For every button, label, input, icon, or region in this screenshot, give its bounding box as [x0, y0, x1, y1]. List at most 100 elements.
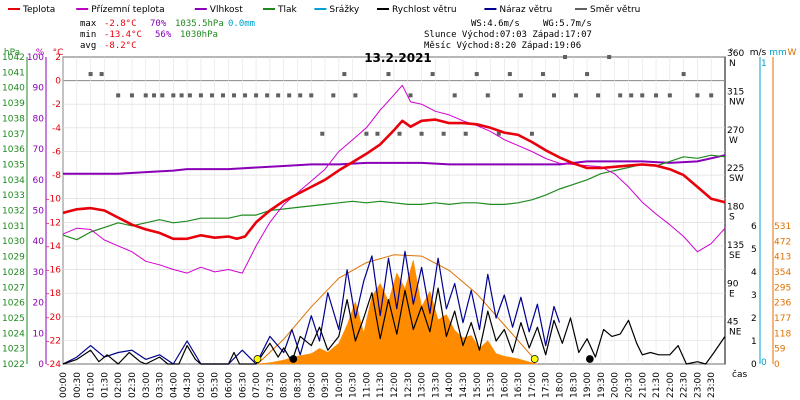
- wind-direction-point: [309, 93, 314, 98]
- axis-tick-direction: 360: [727, 49, 744, 59]
- axis-tick-time: 06:30: [238, 372, 248, 398]
- axis-tick-time: 02:30: [128, 372, 138, 398]
- stat-max-temp: -2.8°C: [104, 19, 137, 29]
- axis-tick-time: 15:00: [473, 372, 483, 398]
- wind-direction-point: [320, 131, 325, 136]
- axis-tick-direction-label: E: [729, 289, 735, 299]
- legend-label: Vlhkost: [210, 5, 243, 15]
- stat-avg-temp: -8.2°C: [104, 41, 137, 51]
- stat-min-temp: -13.4°C: [104, 30, 142, 40]
- axis-tick-direction-label: NE: [729, 328, 742, 338]
- axis-tick-pressure: 1028: [2, 268, 25, 278]
- axis-tick-time: 14:00: [445, 372, 455, 398]
- axis-tick-time: 01:00: [87, 372, 97, 398]
- axis-tick-pressure: 1040: [2, 84, 25, 94]
- axis-tick-direction: 135: [727, 241, 744, 251]
- axis-tick-solar: 354: [774, 268, 791, 278]
- stat-wind-gust: WG:5.7m/s: [543, 19, 592, 29]
- wind-direction-point: [143, 93, 148, 98]
- wind-direction-point: [654, 93, 659, 98]
- axis-tick-time: 00:30: [73, 372, 83, 398]
- axis-tick-time: 20:30: [624, 372, 634, 398]
- axis-tick-wind: 5: [751, 245, 757, 255]
- axis-tick-pressure: 1022: [2, 360, 25, 370]
- wind-direction-point: [585, 72, 590, 77]
- axis-tick-time: 21:30: [652, 372, 662, 398]
- axis-tick-direction-label: S: [729, 213, 735, 223]
- axis-tick-humidity: 90: [33, 84, 45, 94]
- axis-tick-time: 07:00: [252, 372, 262, 398]
- axis-tick-pressure: 1037: [2, 130, 25, 140]
- wind-direction-point: [529, 131, 534, 136]
- wind-direction-point: [629, 93, 634, 98]
- axis-tick-temp: -12: [46, 218, 61, 228]
- axis-tick-temp: -18: [46, 289, 61, 299]
- wind-direction-point: [116, 93, 121, 98]
- axis-tick-solar: 472: [774, 237, 791, 247]
- axis-tick-time: 10:30: [349, 372, 359, 398]
- axis-tick-time: 12:00: [390, 372, 400, 398]
- axis-tick-time: 07:30: [266, 372, 276, 398]
- axis-tick-temp: 0: [55, 77, 61, 87]
- axis-tick-time: 08:30: [293, 372, 303, 398]
- axis-tick-temp: 2: [55, 53, 61, 63]
- stat-sun: Slunce Východ:07:03 Západ:17:07: [424, 30, 592, 40]
- wind-direction-point: [640, 93, 645, 98]
- axis-tick-wind: 1: [751, 337, 757, 347]
- axis-tick-pressure: 1036: [2, 145, 25, 155]
- axis-tick-pressure: 1030: [2, 237, 25, 247]
- axis-tick-pressure: 1023: [2, 345, 25, 355]
- axis-tick-time: 16:30: [514, 372, 524, 398]
- wind-direction-point: [551, 93, 556, 98]
- wind-speed-line: [62, 287, 726, 365]
- wind-direction-point: [709, 93, 714, 98]
- axis-tick-time: 18:30: [569, 372, 579, 398]
- stat-wind-speed: WS:4.6m/s: [471, 19, 520, 29]
- axis-tick-pressure: 1033: [2, 191, 25, 201]
- wind-direction-point: [198, 93, 203, 98]
- wind-direction-point: [386, 72, 391, 77]
- axis-tick-time: 02:00: [114, 372, 124, 398]
- wind-direction-point: [540, 72, 545, 77]
- axis-tick-humidity: 0: [38, 360, 44, 370]
- axis-tick-time: 03:00: [142, 372, 152, 398]
- axis-tick-pressure: 1039: [2, 99, 25, 109]
- axis-tick-humidity: 30: [33, 268, 45, 278]
- axis-tick-rain: 1: [761, 59, 767, 69]
- stat-max-pressure: 1035.5hPa: [175, 19, 224, 29]
- axis-unit-pct: %: [36, 48, 45, 58]
- axis-tick-pressure: 1038: [2, 114, 25, 124]
- axis-tick-direction-label: SE: [729, 251, 741, 261]
- axis-tick-pressure: 1035: [2, 160, 25, 170]
- legend-label: Náraz větru: [499, 5, 552, 15]
- axis-tick-humidity: 40: [33, 237, 45, 247]
- axis-unit-deg: °: [729, 48, 734, 58]
- stat-min-humidity: 56%: [155, 30, 172, 40]
- axis-tick-time: 21:00: [638, 372, 648, 398]
- axis-tick-time: 16:00: [500, 372, 510, 398]
- axis-tick-time: 11:00: [362, 372, 372, 398]
- axis-tick-humidity: 10: [33, 329, 45, 339]
- legend-label: Rychlost větru: [392, 5, 457, 15]
- axis-tick-direction-label: N: [729, 59, 736, 69]
- sun-marker: [530, 355, 539, 363]
- wind-direction-point: [574, 93, 579, 98]
- axis-tick-time: 14:30: [459, 372, 469, 398]
- wind-direction-point: [187, 93, 192, 98]
- axis-tick-direction: 180: [727, 203, 744, 213]
- wind-direction-point: [129, 93, 134, 98]
- sun-marker: [253, 355, 262, 363]
- axis-tick-humidity: 20: [33, 299, 45, 309]
- axis-tick-time: 19:30: [597, 372, 607, 398]
- wind-direction-point: [276, 93, 281, 98]
- legend-label: Teplota: [22, 5, 55, 15]
- wind-direction-point: [441, 131, 446, 136]
- wind-direction-point: [485, 93, 490, 98]
- wind-direction-point: [287, 93, 292, 98]
- wind-direction-point: [681, 72, 686, 77]
- axis-tick-direction: 315: [727, 87, 744, 97]
- axis-tick-solar: 295: [774, 283, 791, 293]
- axis-tick-direction: 90: [727, 279, 739, 289]
